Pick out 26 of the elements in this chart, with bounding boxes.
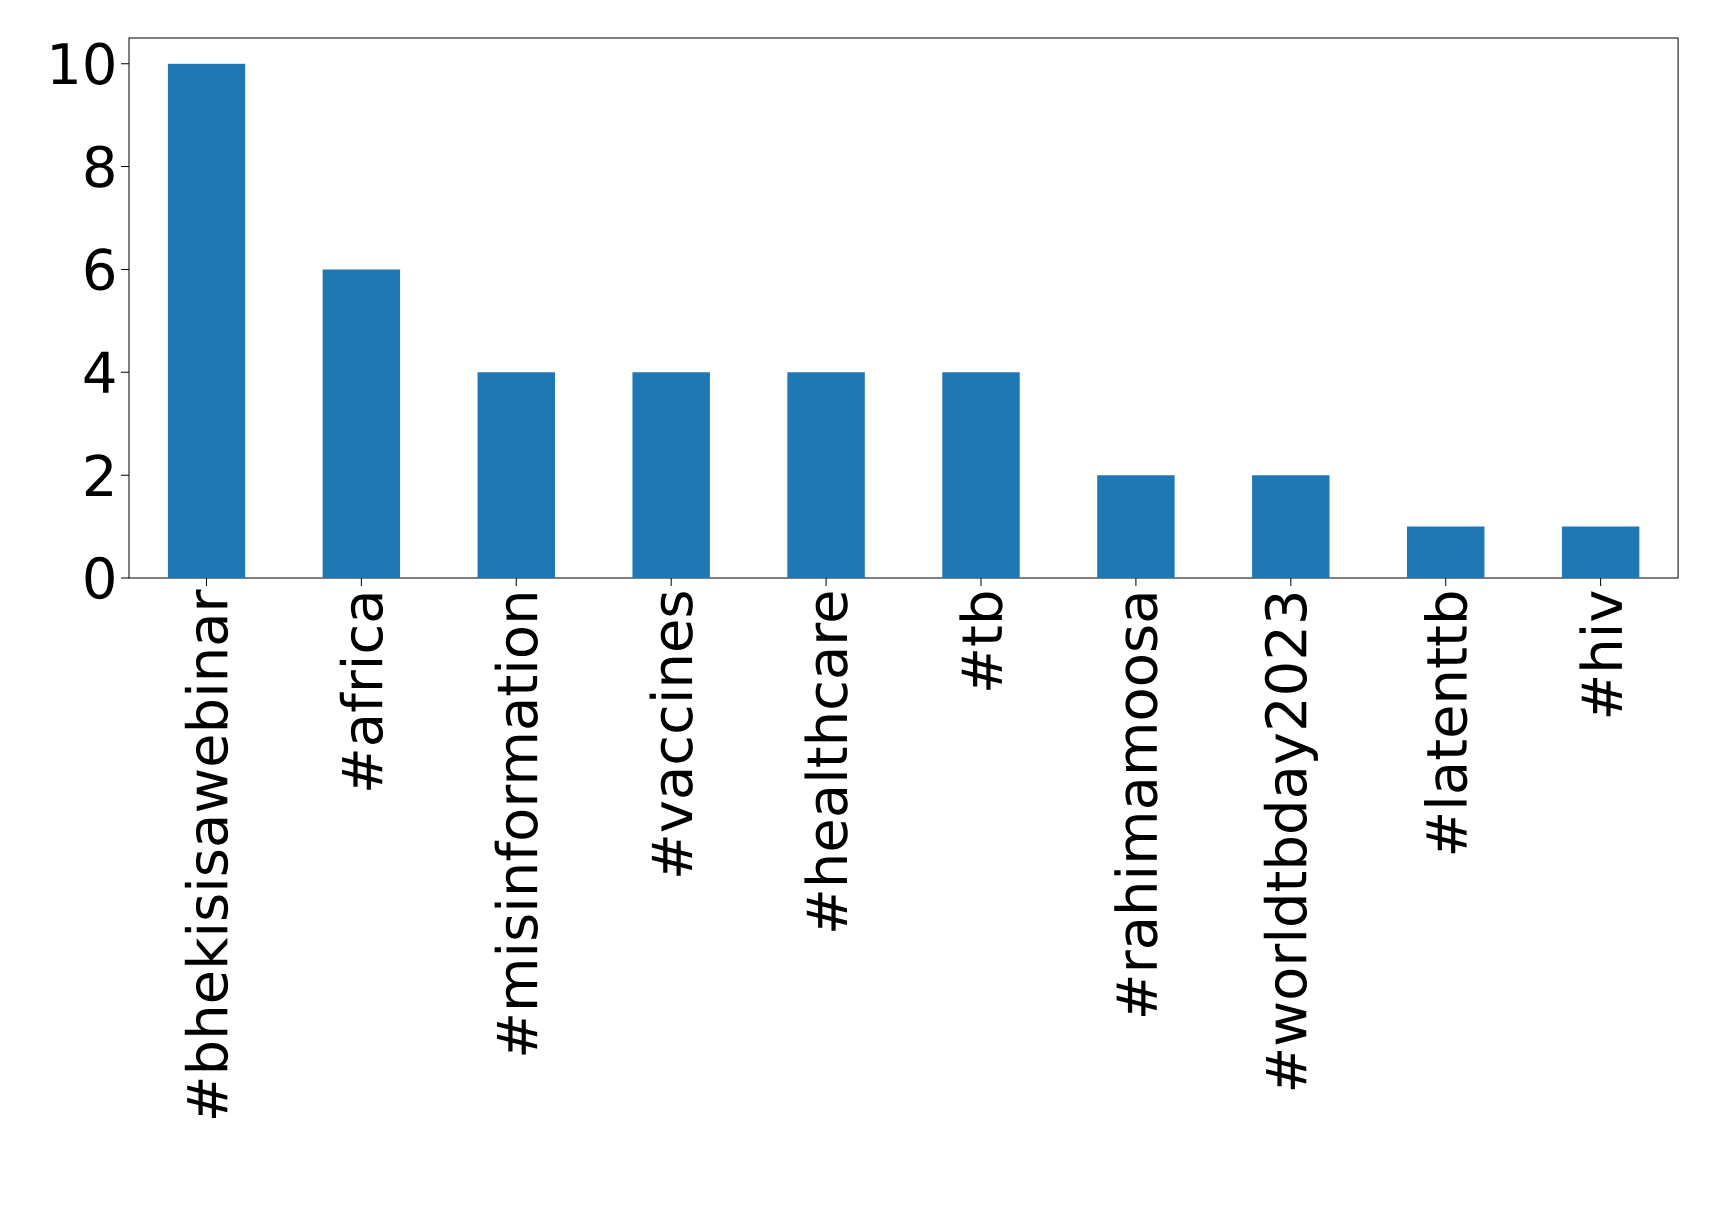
x-tick-label: #misinformation — [494, 594, 538, 1055]
bar — [1097, 475, 1175, 578]
y-tick-label: 10 — [52, 42, 114, 85]
x-tick-label: #healthcare — [804, 592, 848, 931]
bar — [632, 372, 710, 578]
x-tick-label: #hiv — [1579, 591, 1622, 717]
x-tick-label: #africa — [339, 594, 384, 790]
bar — [477, 372, 555, 578]
bar — [942, 372, 1020, 578]
y-tick-label: 2 — [85, 454, 112, 496]
x-tick-label: #worldtbday2023 — [1263, 593, 1318, 1090]
x-tick-label: #latenttb — [1424, 592, 1468, 854]
x-tick-label: #tb — [959, 592, 1003, 690]
bar — [1407, 526, 1485, 578]
bar — [322, 269, 401, 578]
y-tick-label: 6 — [85, 248, 114, 291]
x-tick-label: #bhekisisawebinar — [184, 589, 229, 1119]
y-tick-label: 0 — [85, 556, 114, 600]
x-tick-label: #vaccines — [649, 592, 693, 876]
x-tick-label: #rahimamoosa — [1114, 594, 1158, 1016]
bar — [1561, 526, 1640, 578]
y-tick-label: 4 — [84, 351, 115, 393]
bar — [167, 63, 246, 578]
bar — [787, 372, 865, 578]
bar — [1252, 475, 1330, 578]
y-tick-label: 8 — [85, 145, 114, 188]
